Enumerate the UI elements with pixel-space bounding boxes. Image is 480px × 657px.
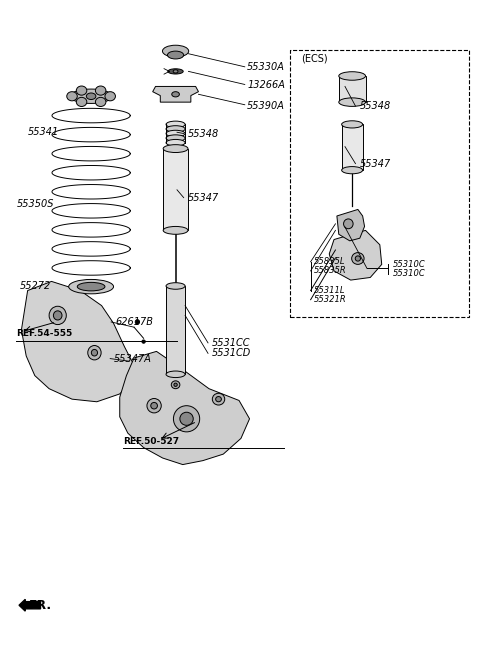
Text: 55348: 55348 [360, 101, 391, 111]
Ellipse shape [355, 256, 360, 261]
Text: 55321R: 55321R [314, 295, 347, 304]
Ellipse shape [163, 227, 188, 235]
Text: FR.: FR. [29, 599, 52, 612]
Polygon shape [337, 210, 364, 241]
Ellipse shape [91, 350, 97, 356]
Text: (ECS): (ECS) [301, 54, 328, 64]
Ellipse shape [216, 397, 221, 402]
Ellipse shape [88, 346, 101, 360]
Bar [290, 50, 469, 317]
Ellipse shape [212, 394, 225, 405]
Ellipse shape [67, 92, 77, 101]
Ellipse shape [339, 72, 365, 80]
Ellipse shape [166, 125, 185, 132]
Polygon shape [153, 87, 199, 102]
Ellipse shape [105, 92, 116, 101]
Text: 55311L: 55311L [314, 286, 346, 295]
Ellipse shape [76, 86, 87, 95]
Ellipse shape [69, 279, 114, 294]
Text: 55347: 55347 [188, 193, 219, 202]
Text: 55347: 55347 [360, 158, 391, 169]
Text: REF.50-527: REF.50-527 [123, 436, 179, 445]
Ellipse shape [147, 399, 161, 413]
Polygon shape [120, 351, 250, 464]
Polygon shape [329, 231, 382, 280]
Ellipse shape [166, 283, 185, 289]
Text: 55310C: 55310C [393, 269, 425, 278]
Ellipse shape [168, 51, 184, 59]
Ellipse shape [344, 219, 353, 229]
Ellipse shape [135, 320, 140, 325]
Polygon shape [22, 281, 142, 402]
Text: 55347A: 55347A [114, 353, 151, 363]
Ellipse shape [77, 283, 105, 291]
FancyArrow shape [19, 599, 40, 611]
Text: 55310C: 55310C [393, 260, 425, 269]
Text: 55330A: 55330A [247, 62, 285, 72]
Ellipse shape [166, 121, 185, 127]
Ellipse shape [172, 92, 180, 97]
Text: 55272: 55272 [20, 281, 51, 291]
Text: 55835L: 55835L [314, 258, 346, 266]
Ellipse shape [96, 86, 106, 95]
Bar [342, 124, 363, 170]
Ellipse shape [174, 383, 177, 386]
Text: 5531CD: 5531CD [211, 348, 251, 358]
Ellipse shape [342, 121, 363, 128]
Ellipse shape [339, 98, 365, 106]
Ellipse shape [173, 70, 178, 73]
Ellipse shape [70, 89, 112, 103]
Ellipse shape [76, 97, 87, 106]
Ellipse shape [352, 252, 364, 264]
Ellipse shape [53, 311, 62, 320]
Ellipse shape [166, 130, 185, 137]
Ellipse shape [49, 306, 66, 325]
Bar [163, 148, 188, 231]
Ellipse shape [151, 403, 157, 409]
Text: 55390A: 55390A [247, 101, 285, 111]
Ellipse shape [163, 145, 188, 152]
Ellipse shape [166, 135, 185, 141]
Ellipse shape [173, 406, 200, 432]
Ellipse shape [142, 340, 145, 343]
Ellipse shape [86, 93, 96, 99]
Ellipse shape [180, 412, 193, 425]
Text: 5531CC: 5531CC [211, 338, 250, 348]
Ellipse shape [342, 167, 363, 173]
Text: REF.54-555: REF.54-555 [16, 329, 72, 338]
Ellipse shape [96, 97, 106, 106]
Bar [339, 76, 365, 102]
Ellipse shape [166, 139, 185, 146]
Text: 13266A: 13266A [247, 80, 285, 90]
Ellipse shape [171, 381, 180, 389]
Text: 55835R: 55835R [314, 267, 347, 275]
Text: 55350S: 55350S [17, 199, 54, 209]
Ellipse shape [162, 45, 189, 57]
Bar [166, 286, 185, 374]
Text: 55348: 55348 [188, 129, 219, 139]
Ellipse shape [168, 69, 183, 74]
Text: 62617B: 62617B [115, 317, 153, 327]
Ellipse shape [166, 371, 185, 378]
Text: 55341: 55341 [28, 127, 59, 137]
